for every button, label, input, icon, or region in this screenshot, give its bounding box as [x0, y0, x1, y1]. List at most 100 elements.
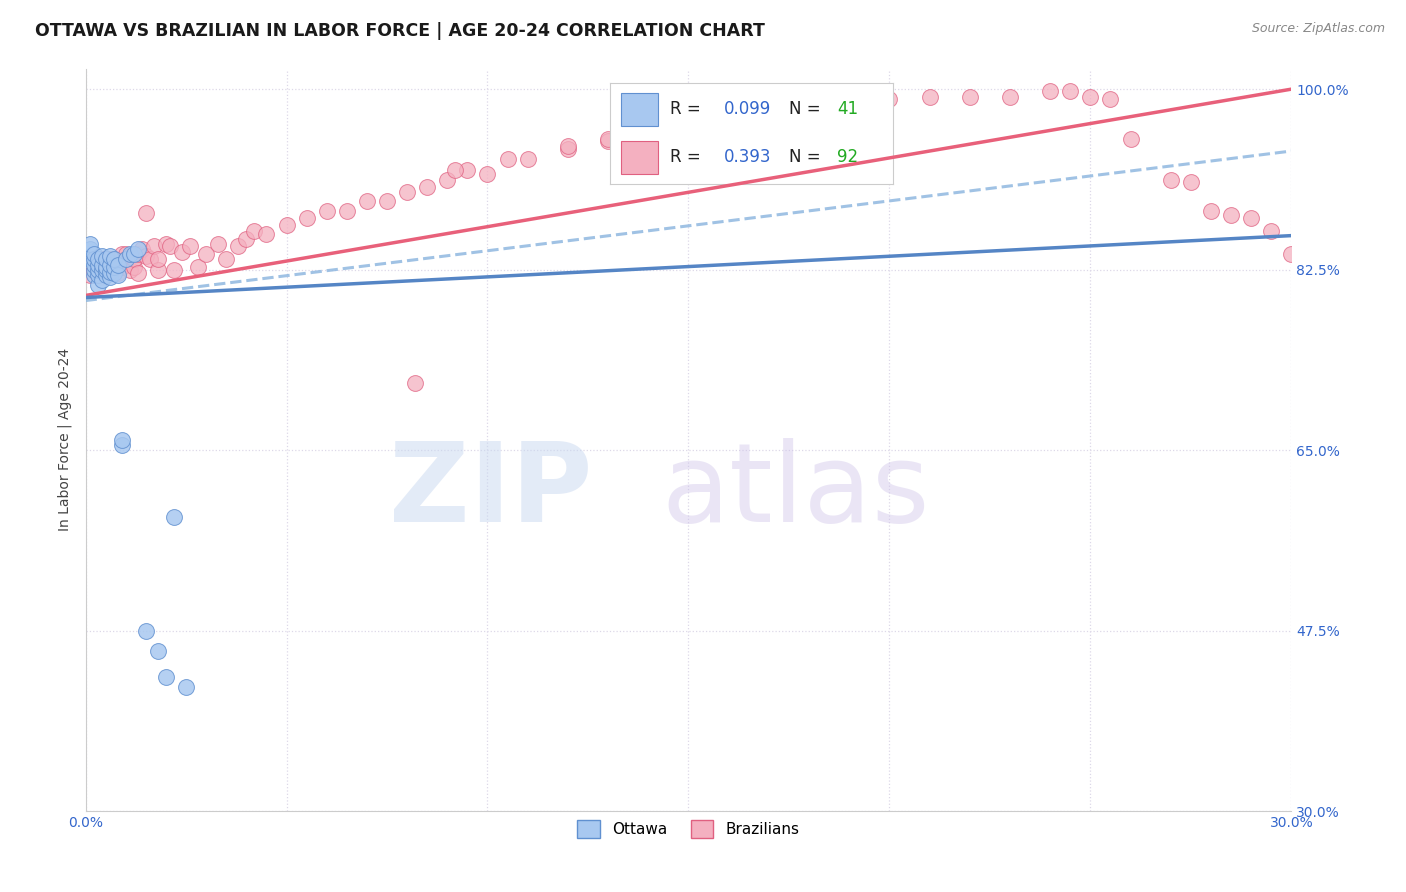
Point	[98, 269, 121, 284]
Point	[1180, 175, 1202, 189]
Text: OTTAWA VS BRAZILIAN IN LABOR FORCE | AGE 20-24 CORRELATION CHART: OTTAWA VS BRAZILIAN IN LABOR FORCE | AGE…	[35, 22, 765, 40]
Point	[596, 134, 619, 148]
Point	[1279, 247, 1302, 261]
Point	[86, 278, 108, 293]
Point	[122, 252, 145, 267]
Point	[86, 262, 108, 277]
Point	[114, 247, 136, 261]
Point	[79, 252, 101, 267]
Point	[107, 268, 129, 282]
Point	[131, 242, 153, 256]
Point	[146, 252, 169, 267]
Point	[94, 262, 117, 277]
Point	[86, 252, 108, 267]
Point	[90, 262, 112, 277]
Point	[118, 249, 141, 263]
Point	[375, 194, 398, 208]
Point	[159, 239, 181, 253]
Point	[103, 260, 125, 274]
Point	[416, 180, 439, 194]
Point	[86, 268, 108, 282]
Point	[107, 258, 129, 272]
Point	[404, 376, 426, 391]
Point	[94, 260, 117, 274]
Point	[226, 239, 249, 253]
Point	[155, 236, 177, 251]
Point	[94, 252, 117, 267]
Point	[127, 247, 149, 261]
Point	[142, 239, 165, 253]
Point	[98, 249, 121, 263]
Point	[118, 262, 141, 277]
Point	[315, 203, 337, 218]
Point	[86, 255, 108, 269]
Point	[139, 252, 162, 267]
Point	[778, 104, 800, 119]
Point	[163, 510, 186, 524]
Y-axis label: In Labor Force | Age 20-24: In Labor Force | Age 20-24	[58, 348, 72, 532]
Point	[127, 242, 149, 256]
Point	[336, 203, 359, 218]
Point	[79, 268, 101, 282]
Point	[179, 239, 201, 253]
Point	[98, 266, 121, 280]
Point	[135, 624, 157, 638]
Point	[90, 273, 112, 287]
Point	[114, 252, 136, 267]
Point	[135, 249, 157, 263]
Point	[396, 186, 419, 200]
Point	[596, 131, 619, 145]
Point	[98, 258, 121, 272]
Text: ZIP: ZIP	[388, 438, 592, 545]
Point	[516, 153, 538, 167]
Point	[155, 670, 177, 684]
Point	[98, 265, 121, 279]
Point	[111, 438, 134, 452]
Point	[838, 97, 860, 112]
Point	[879, 93, 901, 107]
Point	[295, 211, 318, 225]
Point	[107, 266, 129, 280]
Point	[637, 126, 659, 140]
Point	[1240, 211, 1263, 225]
Point	[1039, 84, 1062, 98]
Point	[998, 90, 1021, 104]
Point	[83, 247, 105, 261]
Point	[797, 101, 820, 115]
Point	[83, 252, 105, 267]
Point	[83, 262, 105, 277]
Point	[114, 252, 136, 267]
Point	[107, 255, 129, 269]
Point	[79, 236, 101, 251]
Point	[111, 260, 134, 274]
Point	[1080, 90, 1102, 104]
Point	[235, 232, 257, 246]
Point	[717, 113, 740, 128]
Point	[94, 262, 117, 277]
Point	[122, 260, 145, 274]
Point	[174, 681, 197, 695]
Point	[122, 247, 145, 261]
Point	[496, 153, 519, 167]
Point	[1099, 93, 1122, 107]
Text: Source: ZipAtlas.com: Source: ZipAtlas.com	[1251, 22, 1385, 36]
Point	[146, 644, 169, 658]
Point	[276, 219, 298, 233]
Point	[83, 262, 105, 277]
Point	[444, 162, 467, 177]
Text: atlas: atlas	[661, 438, 929, 545]
Point	[94, 255, 117, 269]
Point	[456, 162, 478, 177]
Point	[83, 268, 105, 282]
Point	[86, 258, 108, 272]
Point	[557, 142, 579, 156]
Point	[356, 194, 378, 208]
Point	[135, 206, 157, 220]
Point	[103, 252, 125, 267]
Point	[90, 252, 112, 267]
Point	[215, 252, 238, 267]
Point	[207, 236, 229, 251]
Point	[83, 258, 105, 272]
Point	[195, 247, 218, 261]
Point	[127, 266, 149, 280]
